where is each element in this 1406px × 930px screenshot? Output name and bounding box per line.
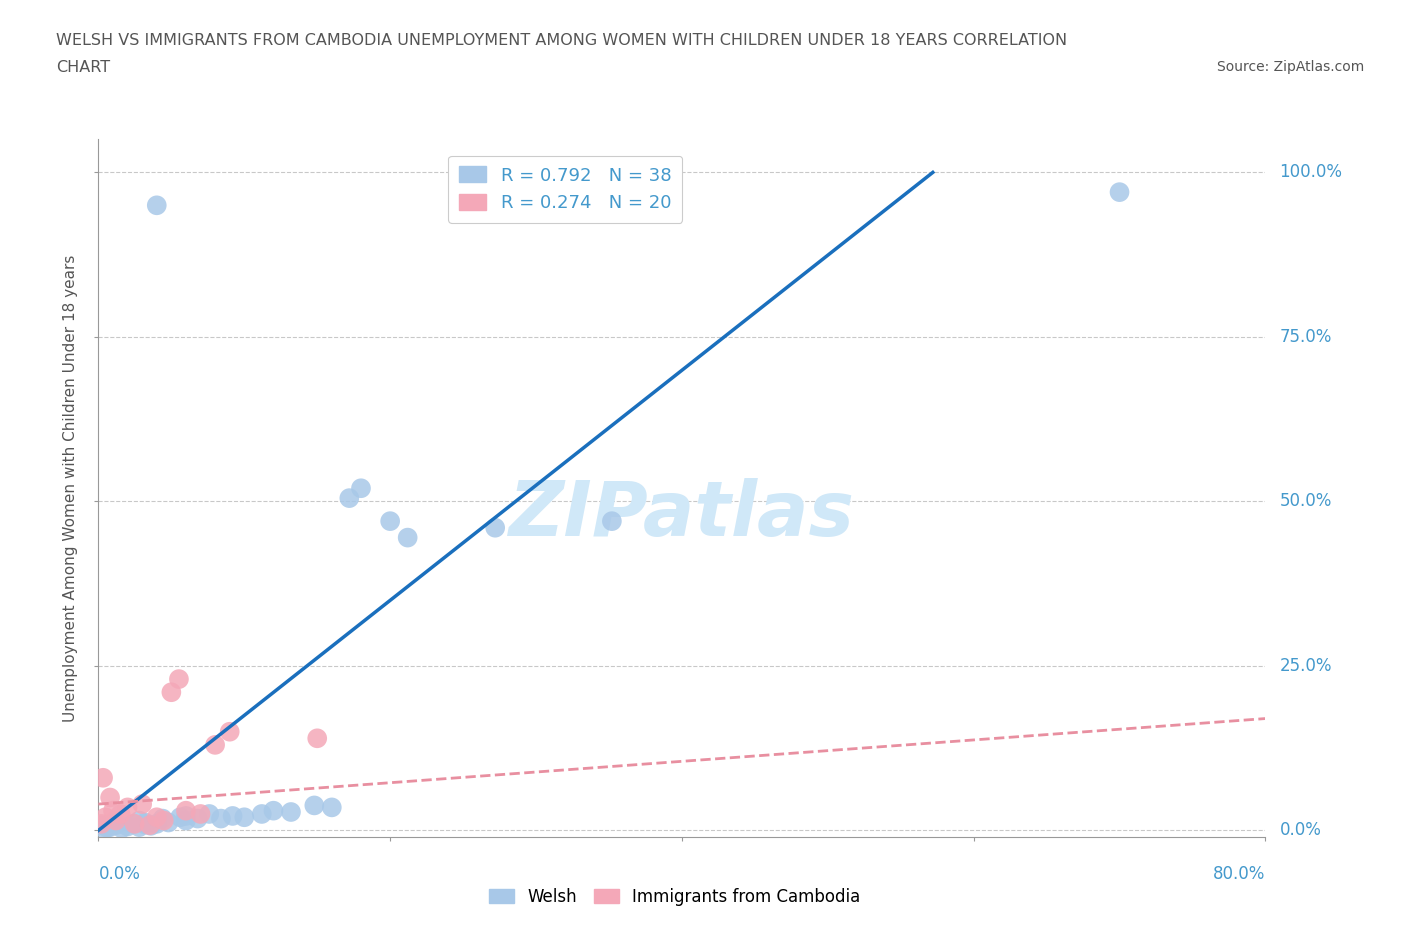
Point <box>96 820 118 835</box>
Point <box>160 684 183 699</box>
Y-axis label: Unemployment Among Women with Children Under 18 years: Unemployment Among Women with Children U… <box>63 255 79 722</box>
Point <box>187 811 209 826</box>
Text: CHART: CHART <box>56 60 110 75</box>
Point <box>101 804 124 818</box>
Point <box>198 806 221 821</box>
Legend: Welsh, Immigrants from Cambodia: Welsh, Immigrants from Cambodia <box>482 881 868 912</box>
Point <box>131 797 153 812</box>
Point <box>190 806 212 821</box>
Point <box>134 817 156 832</box>
Point <box>152 813 174 828</box>
Point <box>110 806 132 821</box>
Point <box>1108 185 1130 200</box>
Point <box>396 530 419 545</box>
Point <box>124 817 146 831</box>
Text: 0.0%: 0.0% <box>98 865 141 883</box>
Point <box>378 513 402 528</box>
Text: 75.0%: 75.0% <box>1279 328 1331 346</box>
Point <box>174 804 197 818</box>
Point <box>221 808 243 823</box>
Point <box>104 817 127 832</box>
Text: 80.0%: 80.0% <box>1213 865 1265 883</box>
Point <box>146 198 169 213</box>
Point <box>111 821 134 836</box>
Point <box>307 731 329 746</box>
Text: WELSH VS IMMIGRANTS FROM CAMBODIA UNEMPLOYMENT AMONG WOMEN WITH CHILDREN UNDER 1: WELSH VS IMMIGRANTS FROM CAMBODIA UNEMPL… <box>56 33 1067 47</box>
Point <box>174 808 197 823</box>
Point <box>600 513 623 528</box>
Point <box>117 819 139 834</box>
Point <box>128 819 150 834</box>
Text: 100.0%: 100.0% <box>1279 164 1343 181</box>
Point <box>280 804 302 819</box>
Point <box>262 804 284 818</box>
Text: 25.0%: 25.0% <box>1279 657 1331 675</box>
Point <box>93 821 115 836</box>
Text: ZIPatlas: ZIPatlas <box>509 478 855 551</box>
Point <box>94 810 117 825</box>
Point <box>104 813 127 828</box>
Point <box>91 817 114 832</box>
Point <box>350 481 373 496</box>
Text: 0.0%: 0.0% <box>1279 821 1322 840</box>
Point <box>204 737 226 752</box>
Point <box>218 724 240 739</box>
Point <box>321 800 343 815</box>
Point <box>146 817 169 831</box>
Point <box>484 520 506 535</box>
Point <box>139 818 162 833</box>
Point <box>98 790 121 805</box>
Point <box>209 811 232 826</box>
Point <box>98 819 121 834</box>
Point <box>233 810 256 825</box>
Text: 50.0%: 50.0% <box>1279 492 1331 511</box>
Point <box>157 815 180 830</box>
Point <box>104 815 127 830</box>
Point <box>146 810 169 825</box>
Point <box>152 811 174 826</box>
Point <box>90 817 112 831</box>
Point <box>169 810 191 825</box>
Point <box>134 815 156 830</box>
Point <box>128 813 150 828</box>
Point <box>122 817 145 831</box>
Legend: R = 0.792   N = 38, R = 0.274   N = 20: R = 0.792 N = 38, R = 0.274 N = 20 <box>449 155 682 222</box>
Text: Source: ZipAtlas.com: Source: ZipAtlas.com <box>1216 60 1364 74</box>
Point <box>174 813 197 828</box>
Point <box>337 491 360 506</box>
Point <box>250 806 273 821</box>
Point <box>167 671 190 686</box>
Point <box>91 770 114 785</box>
Point <box>304 798 326 813</box>
Point <box>117 800 139 815</box>
Point <box>139 817 162 832</box>
